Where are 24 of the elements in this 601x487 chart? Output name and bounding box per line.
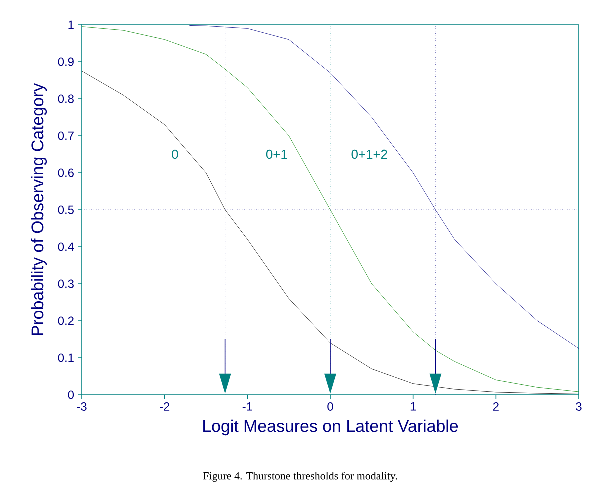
y-tick-label: 1 (68, 20, 74, 30)
x-tick-label: -2 (160, 402, 170, 411)
y-tick-label: 0.8 (58, 94, 74, 104)
x-tick-label: -1 (242, 402, 252, 411)
y-tick-label: 0.5 (58, 206, 74, 214)
y-tick-label: 0.2 (58, 316, 74, 326)
series-label: 0+1+2 (352, 150, 388, 160)
series-label: 0+1 (266, 150, 288, 160)
y-tick-label: 0 (68, 390, 74, 400)
caption: Figure 4. Thurstone thresholds for modality. (203, 472, 398, 482)
y-tick-label: 0.6 (58, 168, 74, 178)
y-tick-label: 0.3 (58, 280, 74, 288)
y-tick-label: 0.7 (58, 132, 74, 140)
y-tick-label: 0.1 (58, 354, 74, 362)
y-tick-label: 0.4 (58, 242, 74, 252)
x-tick-label: 3 (576, 402, 582, 411)
y-tick-label: 0.9 (58, 58, 74, 66)
x-tick-label: -3 (77, 402, 87, 411)
x-tick-label: 2 (493, 402, 499, 411)
y-axis-title: Probability of Observing Category (31, 83, 48, 336)
x-axis-title: Logit Measures on Latent Variable (204, 420, 458, 436)
series-label: 0 (172, 150, 178, 160)
x-tick-label: 0 (328, 402, 334, 411)
x-tick-label: 1 (410, 402, 416, 411)
